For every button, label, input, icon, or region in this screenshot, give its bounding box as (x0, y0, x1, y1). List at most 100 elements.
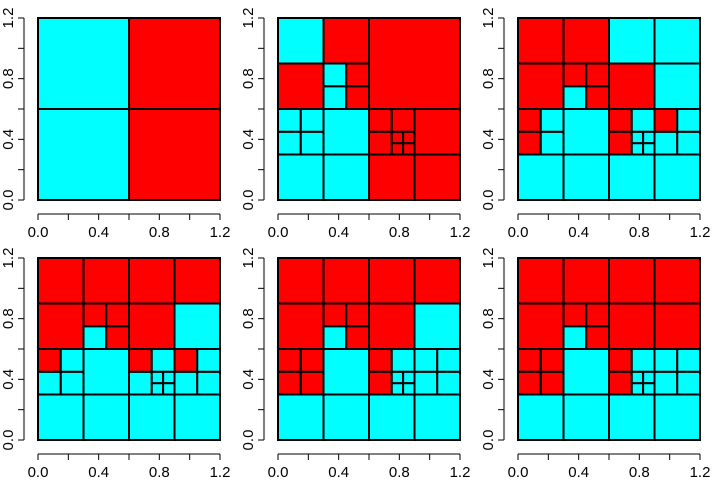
cell-red (402, 130, 416, 145)
y-tick-label: 0.0 (0, 430, 17, 451)
cell-cyan (413, 370, 439, 396)
cell-red (539, 348, 565, 373)
cell-cyan (517, 153, 565, 201)
cell-cyan (608, 17, 656, 65)
cell-red (653, 257, 701, 305)
cell-red (608, 108, 633, 133)
cell-cyan (608, 393, 656, 441)
cell-red (277, 302, 325, 350)
y-tick-label: 0.4 (480, 369, 497, 390)
cell-cyan (368, 393, 416, 441)
x-tick-label: 0.0 (28, 224, 49, 241)
cell-red (345, 302, 370, 328)
y-tick-label: 0.0 (240, 190, 257, 211)
cell-red (585, 302, 610, 328)
cell-cyan (676, 130, 701, 156)
cell-red (105, 325, 130, 350)
cell-red (517, 302, 565, 350)
cell-cyan (150, 370, 165, 385)
cell-cyan (653, 348, 679, 373)
x-tick-label: 0.4 (568, 464, 589, 480)
cell-red (562, 17, 610, 65)
cell-red (345, 85, 370, 110)
cell-red (368, 370, 393, 396)
cell-red (322, 257, 370, 305)
x-tick-label: 0.4 (328, 464, 349, 480)
cell-red (128, 108, 221, 201)
cell-cyan (277, 153, 325, 201)
cell-red (37, 302, 85, 350)
y-tick-label: 0.4 (240, 129, 257, 150)
cell-red (608, 130, 633, 156)
cell-red (128, 302, 176, 350)
y-tick-label: 0.8 (0, 68, 17, 89)
cell-cyan (630, 142, 645, 156)
cell-red (128, 348, 153, 373)
cell-cyan (539, 130, 565, 156)
cell-cyan (322, 393, 370, 441)
x-tick-label: 0.0 (268, 224, 289, 241)
y-tick-label: 0.8 (240, 308, 257, 329)
x-tick-label: 0.0 (28, 464, 49, 480)
cell-red (585, 85, 610, 110)
cell-red (517, 257, 565, 305)
cell-red (322, 302, 348, 328)
cell-cyan (82, 325, 108, 350)
y-tick-label: 0.8 (240, 68, 257, 89)
cell-cyan (562, 85, 588, 110)
cell-red (517, 17, 565, 65)
cell-red (608, 62, 656, 110)
cell-cyan (299, 130, 325, 156)
cell-cyan (277, 108, 302, 133)
y-tick-label: 0.0 (480, 190, 497, 211)
cell-cyan (653, 62, 701, 110)
x-tick-label: 0.4 (568, 224, 589, 241)
cell-cyan (173, 302, 221, 350)
x-tick-label: 0.4 (88, 464, 109, 480)
cell-cyan (402, 382, 416, 396)
cell-cyan (37, 370, 62, 396)
cell-red (368, 302, 416, 350)
cell-red (390, 142, 405, 156)
x-tick-label: 0.8 (389, 464, 410, 480)
cell-red (368, 130, 393, 156)
cell-cyan (436, 348, 461, 373)
cell-red (585, 325, 610, 350)
cell-red (277, 62, 325, 110)
x-tick-label: 0.8 (629, 464, 650, 480)
cell-red (299, 370, 325, 396)
cell-cyan (322, 348, 370, 396)
cell-red (322, 17, 370, 65)
panel-5: 0.0 0.4 0.8 1.2 0.0 0.4 0.8 1.2 (240, 248, 470, 480)
cell-red (173, 257, 221, 305)
cell-red (539, 370, 565, 396)
cell-cyan (82, 348, 130, 396)
cell-red (368, 153, 416, 201)
y-tick-label: 0.0 (480, 430, 497, 451)
cell-cyan (150, 382, 165, 396)
cell-cyan (150, 348, 176, 373)
cell-cyan (630, 348, 656, 373)
cell-red (345, 325, 370, 350)
y-tick-label: 1.2 (480, 8, 497, 29)
y-tick-label: 0.4 (0, 129, 17, 150)
cell-red (413, 108, 461, 156)
cell-red (37, 348, 62, 373)
cell-cyan (630, 108, 656, 133)
cell-cyan (128, 393, 176, 441)
cell-red (585, 62, 610, 88)
cell-cyan (390, 370, 405, 385)
cell-cyan (562, 325, 588, 350)
cell-red (562, 62, 588, 88)
y-tick-label: 1.2 (0, 8, 17, 29)
cell-cyan (162, 370, 176, 385)
cell-cyan (653, 153, 701, 201)
cell-cyan (173, 393, 221, 441)
cell-cyan (413, 302, 461, 350)
cell-cyan (562, 108, 610, 156)
cell-cyan (676, 348, 701, 373)
cell-cyan (642, 130, 656, 145)
cell-red (345, 62, 370, 88)
cell-cyan (642, 370, 656, 385)
